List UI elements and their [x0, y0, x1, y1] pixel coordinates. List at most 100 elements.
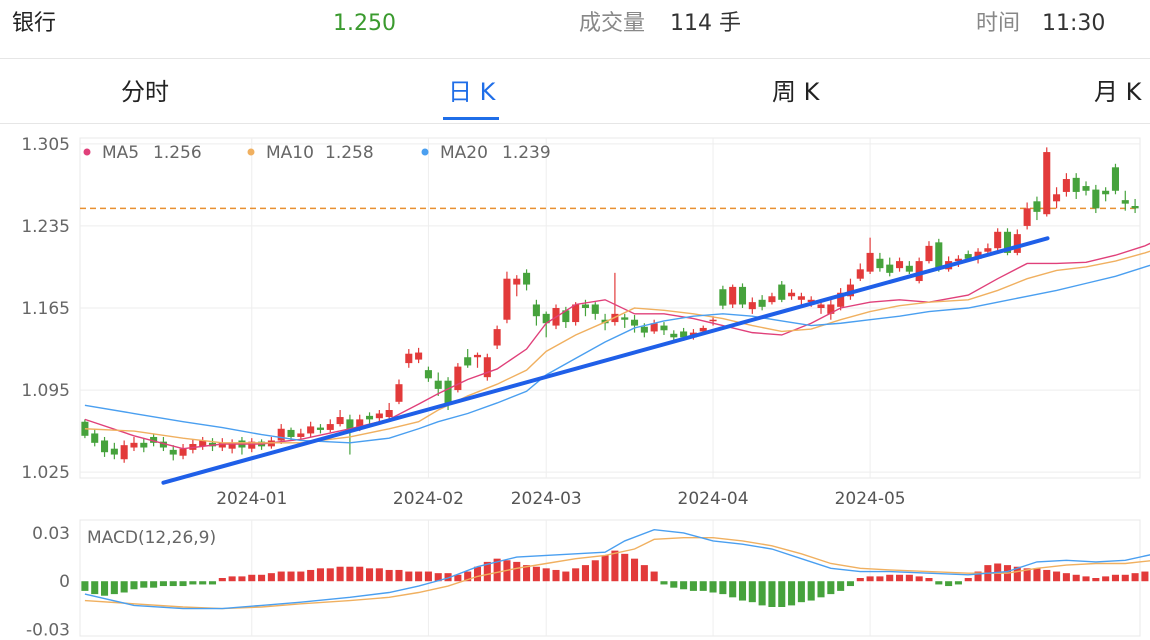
macd-histogram-bar — [454, 574, 462, 582]
candle-body — [896, 261, 904, 269]
macd-histogram-bar — [631, 558, 639, 582]
candle — [101, 436, 109, 457]
macd-histogram-bar — [248, 574, 256, 582]
candle — [1121, 190, 1129, 211]
candle-body — [464, 357, 472, 366]
candle-body — [817, 304, 825, 308]
macd-histogram-bar — [523, 565, 531, 582]
candle-body — [542, 313, 550, 324]
candle — [768, 292, 776, 305]
macd-histogram-bar — [640, 565, 648, 582]
candle — [307, 421, 315, 437]
macd-histogram-bar — [81, 581, 89, 591]
candle-body — [827, 304, 835, 314]
candle-body — [1111, 167, 1119, 191]
macd-histogram-bar — [827, 581, 835, 595]
price-tick-label: 1.305 — [21, 135, 70, 155]
candle-body — [719, 289, 727, 306]
macd-histogram-bar — [238, 576, 246, 582]
candle — [415, 347, 423, 364]
candle — [523, 269, 531, 291]
candle-body — [473, 354, 482, 358]
tab-intraday[interactable]: 分时 — [121, 78, 169, 106]
macd-histogram-bar — [120, 581, 128, 593]
macd-histogram-bar — [493, 558, 501, 582]
candle-body — [797, 296, 805, 300]
ma20-line — [84, 264, 1150, 444]
macd-histogram-bar — [660, 581, 668, 585]
tab-monthly-k[interactable]: 月 K — [1094, 78, 1142, 106]
candle — [503, 271, 511, 324]
macd-histogram-bar — [189, 581, 197, 585]
macd-histogram-bar — [297, 571, 305, 582]
candle — [179, 444, 187, 460]
candle-body — [709, 319, 717, 322]
candle — [336, 410, 344, 427]
candle-body — [905, 265, 913, 272]
macd-histogram-bar — [1023, 568, 1031, 582]
macd-histogram-bar — [91, 581, 99, 595]
macd-histogram-bar — [1082, 576, 1090, 582]
price-tick-label: 1.235 — [21, 217, 70, 237]
candle — [1111, 163, 1119, 195]
candle-body — [581, 304, 589, 308]
candle-body — [375, 413, 383, 419]
macd-histogram-bar — [758, 581, 766, 606]
macd-histogram-bar — [326, 568, 334, 582]
candle-body — [572, 304, 580, 323]
candle — [738, 283, 747, 308]
macd-panel: 0.03 0 -0.03 — [26, 524, 1150, 640]
candle-body — [277, 428, 285, 441]
candle-body — [984, 248, 992, 252]
ma10-legend-label: MA10 — [266, 143, 314, 163]
macd-histogram-bar — [896, 574, 904, 582]
ma5-legend-value: 1.256 — [153, 143, 202, 163]
macd-histogram-bar — [797, 581, 805, 603]
candle — [395, 379, 403, 405]
candle — [758, 295, 766, 311]
candle-body — [513, 278, 521, 285]
candle-body — [1023, 208, 1031, 226]
candle-body — [807, 299, 815, 303]
candle — [532, 299, 540, 326]
date-tick-label: 2024-04 — [678, 489, 749, 509]
macd-histogram-bar — [316, 568, 324, 582]
candle — [1013, 229, 1021, 256]
candle — [424, 366, 432, 382]
macd-histogram-bar — [709, 581, 717, 593]
candle — [473, 352, 482, 368]
trend-line — [161, 236, 1050, 485]
volume-value: 114 手 — [670, 11, 741, 36]
candle-body — [886, 264, 894, 273]
macd-histogram-bar — [542, 568, 550, 582]
macd-histogram-bar — [915, 576, 923, 582]
macd-histogram-bar — [876, 576, 884, 582]
macd-histogram-bar — [552, 569, 560, 582]
tab-weekly-k[interactable]: 周 K — [772, 78, 820, 106]
candle — [238, 436, 246, 455]
candle-body — [866, 252, 874, 272]
macd-histogram-bar — [846, 581, 854, 587]
candle-body — [415, 352, 423, 360]
price-axis: 1.305 1.235 1.165 1.095 1.025 — [21, 135, 70, 483]
candle — [905, 261, 913, 274]
macd-histogram-bar — [356, 566, 364, 582]
macd-histogram-bar — [483, 561, 491, 582]
tab-daily-k[interactable]: 日 K — [448, 78, 496, 106]
price-tick-label: 1.095 — [21, 381, 70, 401]
candle — [925, 241, 933, 264]
candle — [572, 302, 580, 326]
candle-body — [1003, 231, 1012, 253]
candle — [513, 275, 521, 297]
macd-histogram-bar — [159, 581, 167, 587]
candle — [1033, 196, 1041, 221]
macd-histogram-bar — [532, 566, 540, 582]
candle — [405, 349, 413, 368]
candle-body — [366, 415, 374, 420]
macd-histogram-bar — [336, 566, 344, 582]
candle — [856, 263, 864, 282]
macd-panel-frame — [79, 519, 1141, 637]
chart-grid — [79, 137, 1141, 637]
macd-histogram-bar — [611, 550, 619, 582]
